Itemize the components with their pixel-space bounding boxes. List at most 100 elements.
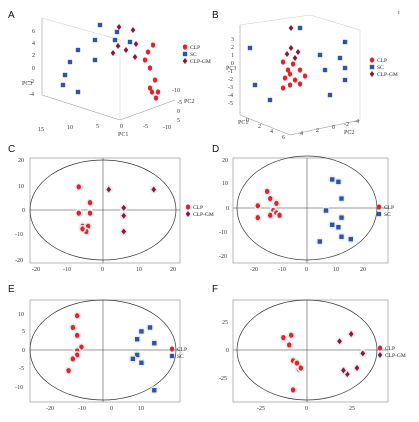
svg-text:-10: -10 (219, 230, 227, 236)
panel-c-clp-point (76, 184, 81, 190)
panel-b-xlabel: PC1 (238, 120, 248, 126)
panel-a-clp-point (147, 85, 153, 91)
panel-b-y-ticks: 4 2 0 -2 -4 (300, 119, 359, 137)
svg-text:4: 4 (32, 41, 35, 47)
svg-text:0: 0 (22, 348, 25, 354)
panel-a-clp-point (142, 57, 148, 63)
panel-a-sc-point (114, 29, 120, 35)
panel-a-clp-gm-point (130, 27, 136, 33)
panel-c-ticks: 20 10 0 -10 -20 -20 -10 0 10 20 (15, 158, 176, 273)
panel-f-clp-point (281, 335, 286, 341)
panel-b-sc-point (297, 25, 303, 31)
panel-b-clp-gm-point (288, 25, 294, 31)
panel-b-clp-point (302, 73, 308, 79)
panel-a-clp-point (149, 89, 155, 95)
panel-a-x-ticks: 15 10 5 0 -5 -10 (38, 124, 171, 133)
svg-text:-10: -10 (63, 267, 71, 273)
panel-b-legend-marker-clp-gm (369, 71, 375, 77)
svg-text:-1: -1 (228, 69, 233, 75)
panel-b-clp-gm-point (288, 45, 294, 51)
panel-a-sc-point (112, 37, 118, 43)
panel-a-sc-point (60, 82, 66, 88)
svg-text:-20: -20 (250, 267, 258, 273)
svg-text:0: 0 (120, 124, 123, 130)
panel-b-sc-point (342, 65, 348, 71)
panel-e-clp-point (66, 368, 71, 374)
svg-text:10: 10 (138, 406, 144, 412)
panel-d-frame (232, 155, 389, 264)
panel-b-sc-point (342, 77, 348, 83)
svg-text:10: 10 (333, 267, 339, 273)
panel-b-sc-point (267, 97, 273, 103)
panel-a-sc-point (127, 39, 133, 45)
panel-a-legend-label: CLP (190, 45, 200, 51)
svg-text:2: 2 (231, 45, 234, 51)
panel-a-axes (41, 17, 176, 121)
svg-text:-10: -10 (78, 406, 86, 412)
svg-text:10: 10 (18, 312, 24, 318)
svg-text:0: 0 (32, 66, 35, 72)
svg-text:-20: -20 (46, 406, 54, 412)
panel-b-clp-point (297, 67, 303, 73)
panel-a-legend-marker-clp-gm (182, 58, 188, 64)
panel-label-e: E (8, 284, 15, 295)
panel-c-legend-marker-clp (185, 204, 191, 210)
panel-c-clp-gm-point (106, 186, 112, 193)
svg-text:-5: -5 (228, 101, 233, 107)
panel-d-sc-point (330, 177, 335, 182)
svg-text:20: 20 (222, 158, 228, 164)
svg-text:0: 0 (305, 267, 308, 273)
panel-a-clp-gm-point (132, 54, 138, 60)
panel-e-legend-label: CLP (177, 347, 187, 353)
panel-b-x-ticks: 0 2 4 6 (246, 118, 285, 141)
panel-b-clp-point (280, 85, 286, 91)
panel-label-d: D (212, 144, 219, 155)
panel-d-legend-label: SC (384, 212, 391, 218)
panel-e-ticks: 10 5 0 -5 -10 -20 -10 0 10 (15, 312, 144, 412)
panel-c-clp-point (87, 210, 93, 216)
svg-text:15: 15 (38, 127, 44, 133)
panel-d-sc-point (339, 196, 344, 201)
svg-text:0: 0 (101, 267, 104, 273)
panel-d-clp-point (268, 212, 273, 218)
panel-d-sc-point (323, 208, 329, 213)
panel-b-clp-point (290, 61, 296, 67)
svg-text:-2: -2 (29, 79, 34, 85)
panel-c-frame (29, 157, 181, 264)
panel-a-clp-gm-point (110, 50, 116, 56)
panel-a-legend-marker-clp (182, 44, 188, 50)
svg-text:2: 2 (258, 124, 261, 130)
svg-text:5: 5 (96, 124, 99, 130)
panel-b-legend-marker-clp (369, 57, 375, 63)
panel-c-legend-label: CLP (193, 205, 203, 211)
svg-text:0: 0 (226, 348, 229, 354)
panel-b-clp-gm-point (295, 49, 301, 55)
panel-b-sc-point (322, 67, 328, 73)
svg-text:0: 0 (231, 61, 234, 67)
svg-text:0: 0 (246, 118, 249, 124)
panel-b-legend-label: SC (377, 65, 384, 71)
panel-b-sc-point (247, 45, 253, 51)
panel-label-b: B (212, 10, 219, 21)
panel-e-clp-point (74, 332, 80, 338)
svg-text:-2: -2 (344, 122, 349, 128)
panel-c-legend-marker-clp-gm (185, 211, 191, 217)
panel-c-clp-gm-point (151, 186, 157, 193)
panel-c-clp-gm-point (121, 228, 127, 235)
panel-f-clp-gm-point (344, 371, 350, 378)
panel-e-sc-point (152, 388, 157, 393)
svg-text:2: 2 (316, 128, 319, 134)
panel-a-z-ticks: 6 4 2 0 -2 -4 (29, 29, 35, 98)
panel-label-c: C (8, 144, 15, 155)
panel-a-legend-label: SC (190, 52, 197, 58)
svg-text:-20: -20 (15, 258, 23, 264)
svg-text:-4: -4 (228, 93, 233, 99)
svg-text:-25: -25 (257, 406, 265, 412)
svg-text:2: 2 (32, 53, 35, 59)
panel-a-sc-point (92, 57, 98, 63)
panel-f-clp-gm-point (360, 350, 366, 357)
svg-text:0: 0 (22, 208, 25, 214)
svg-text:-25: -25 (219, 376, 227, 382)
svg-text:0: 0 (226, 206, 229, 212)
